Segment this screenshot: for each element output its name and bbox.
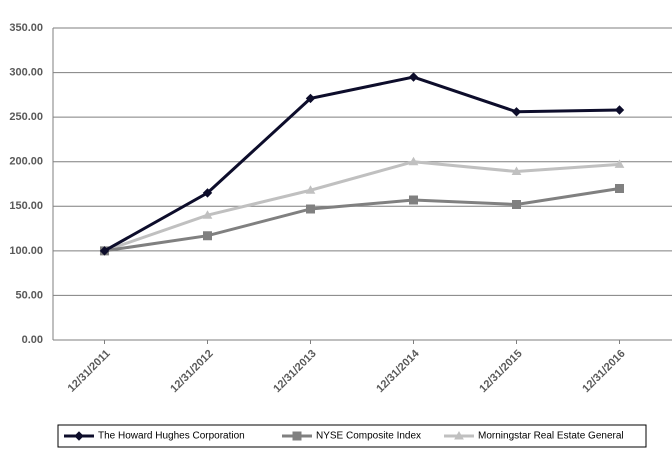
x-tick-label: 12/31/2013 [271,348,318,395]
marker [512,200,521,210]
marker [305,185,316,194]
y-tick-label: 100.00 [9,245,43,257]
marker [99,246,110,256]
legend-label: The Howard Hughes Corporation [98,431,245,442]
marker [408,156,419,166]
legend: The Howard Hughes Corporation NYSE Compos… [57,424,647,448]
legend-marker [292,431,302,441]
legend-marker [454,430,464,440]
x-tick-label: 12/31/2016 [580,348,627,395]
x-tick-label: 12/31/2011 [66,348,113,395]
y-tick-label: 200.00 [9,156,43,168]
marker [614,159,625,168]
y-tick-label: 300.00 [9,66,43,78]
x-tick-label: 12/31/2014 [374,347,422,395]
series-line [104,160,620,253]
marker [511,107,522,117]
y-tick-label: 350.00 [9,22,43,34]
x-tick-label: 12/31/2012 [168,348,215,395]
legend-box [57,424,647,448]
legend-label: NYSE Composite Index [316,431,421,442]
y-tick-label: 0.00 [22,334,43,346]
marker [409,195,418,205]
legend-marker [74,431,84,441]
y-tick-label: 250.00 [9,111,43,123]
series-line [104,186,620,253]
marker [615,183,624,193]
y-tick-label: 150.00 [9,200,43,212]
marker [511,166,522,176]
x-tick-label: 12/31/2015 [477,348,524,395]
marker [408,72,419,82]
marker [306,204,315,214]
y-tick-label: 50.00 [15,289,43,301]
marker [202,188,213,198]
series-line [103,75,620,253]
legend-label: Morningstar Real Estate General [478,431,624,442]
marker [202,210,213,219]
marker [305,93,316,104]
marker [614,105,625,115]
marker [203,231,212,241]
